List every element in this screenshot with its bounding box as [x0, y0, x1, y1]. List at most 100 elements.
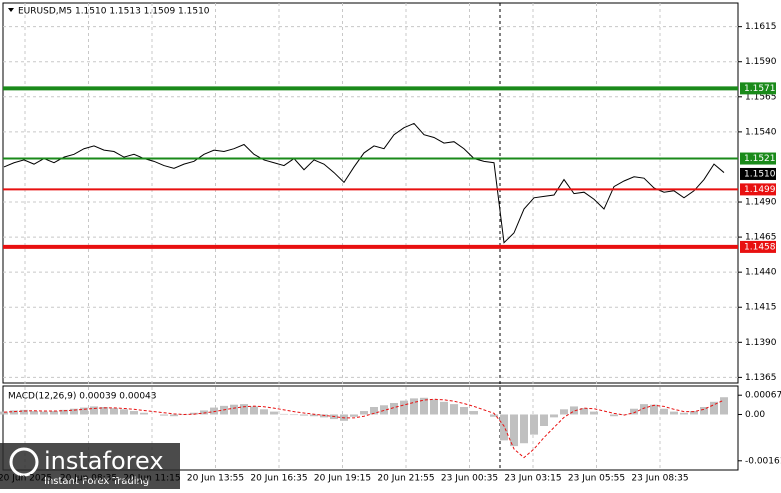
macd-bar — [670, 411, 678, 415]
macd-bar — [90, 406, 98, 415]
x-tick-label: 23 Jun 08:35 — [631, 474, 688, 484]
macd-bar — [700, 407, 708, 415]
macd-bar — [280, 413, 288, 415]
y-tick-label: 1.1440 — [745, 268, 777, 278]
macd-bar — [70, 408, 78, 415]
x-tick-label: 20 Jun 19:15 — [314, 474, 371, 484]
x-tick-label: 20 Jun 13:55 — [187, 474, 244, 484]
macd-bar — [430, 399, 438, 415]
macd-bar — [680, 412, 688, 415]
y-tick-label: -0.00161 — [745, 456, 781, 466]
macd-bar — [0, 411, 8, 415]
macd-bar — [490, 414, 498, 417]
logo-icon — [9, 447, 39, 477]
macd-bar — [350, 414, 358, 417]
y-tick-label: 1.1365 — [745, 373, 777, 383]
macd-bar — [380, 405, 388, 415]
x-tick-label: 23 Jun 03:15 — [504, 474, 561, 484]
macd-bar — [720, 397, 728, 415]
level-label: 1.1499 — [744, 185, 776, 195]
macd-bar — [630, 408, 638, 415]
macd-bar — [310, 414, 318, 417]
macd-bar — [230, 404, 238, 415]
y-tick-label: 1.1390 — [745, 338, 777, 348]
macd-bar — [290, 414, 298, 416]
logo-name: instaforex — [44, 447, 164, 475]
macd-bar — [500, 414, 508, 441]
macd-bar — [360, 411, 368, 415]
menu-icon — [8, 8, 14, 12]
y-tick-label: 1.1590 — [745, 57, 777, 67]
macd-bar — [550, 414, 558, 418]
macd-bar — [250, 406, 258, 415]
macd-bar — [210, 407, 218, 415]
macd-bar — [710, 401, 718, 415]
macd-bar — [140, 412, 148, 415]
current-price-bg — [740, 167, 776, 180]
macd-title: MACD(12,26,9) 0.00039 0.00043 — [8, 392, 157, 402]
level-label-bg — [740, 152, 776, 165]
x-tick-label: 23 Jun 05:55 — [568, 474, 625, 484]
macd-bar — [450, 404, 458, 415]
level-label: 1.1458 — [744, 242, 776, 252]
level-label: 1.1521 — [744, 154, 776, 164]
macd-bar — [590, 411, 598, 415]
macd-bar — [640, 404, 648, 415]
macd-bar — [570, 406, 578, 415]
y-tick-label: 1.1465 — [745, 233, 777, 243]
x-tick-label: 23 Jun 00:35 — [441, 474, 498, 484]
x-tick-label: 20 Jun 08:35 — [60, 474, 117, 484]
macd-bar — [560, 409, 568, 415]
macd-bar — [60, 409, 68, 415]
y-tick-label: 1.1540 — [745, 127, 777, 137]
macd-bar — [10, 410, 18, 415]
price-panel — [2, 2, 739, 384]
current-price-label: 1.1510 — [744, 169, 776, 179]
y-tick-label: 0.00 — [745, 410, 765, 420]
macd-bar — [370, 407, 378, 415]
x-tick-label: 20 Jun 16:35 — [250, 474, 307, 484]
macd-bar — [170, 414, 178, 417]
macd-bar — [420, 397, 428, 415]
logo: instaforex Instant Forex Trading — [0, 443, 180, 489]
macd-bar — [540, 414, 548, 426]
x-tick-label: 20 Jun 21:55 — [377, 474, 434, 484]
macd-bar — [320, 414, 328, 418]
macd-bar — [120, 409, 128, 415]
macd-bar — [410, 398, 418, 415]
y-tick-label: 1.1490 — [745, 198, 777, 208]
macd-bar — [510, 414, 518, 447]
macd-bar — [100, 407, 108, 415]
macd-bar — [160, 414, 168, 416]
macd-bar — [50, 411, 58, 415]
macd-bar — [650, 404, 658, 415]
macd-bar — [260, 409, 268, 415]
macd-bar — [470, 411, 478, 415]
macd-bar — [240, 404, 248, 415]
level-label: 1.1571 — [744, 84, 776, 94]
macd-bar — [390, 402, 398, 415]
level-label-bg — [740, 240, 776, 253]
macd-bar — [400, 400, 408, 415]
logo-tagline: Instant Forex Trading — [44, 476, 149, 487]
price-line — [3, 122, 725, 244]
level-label-bg — [740, 82, 776, 95]
macd-bar — [440, 401, 448, 415]
macd-bar — [580, 408, 588, 415]
macd-bar — [110, 408, 118, 415]
macd-bar — [690, 411, 698, 415]
macd-bar — [200, 410, 208, 415]
x-tick-label: 20 Jun 2025 — [0, 474, 52, 484]
macd-bar — [130, 411, 138, 415]
signal-line — [3, 398, 725, 459]
macd-bar — [520, 414, 528, 444]
macd-bar — [270, 411, 278, 415]
macd-bar — [460, 407, 468, 415]
y-tick-label: 1.1415 — [745, 303, 777, 313]
macd-bar — [660, 408, 668, 415]
macd-bar — [300, 414, 308, 416]
macd-bar — [40, 411, 48, 415]
macd-bar — [20, 409, 28, 415]
level-label-bg — [740, 183, 776, 196]
